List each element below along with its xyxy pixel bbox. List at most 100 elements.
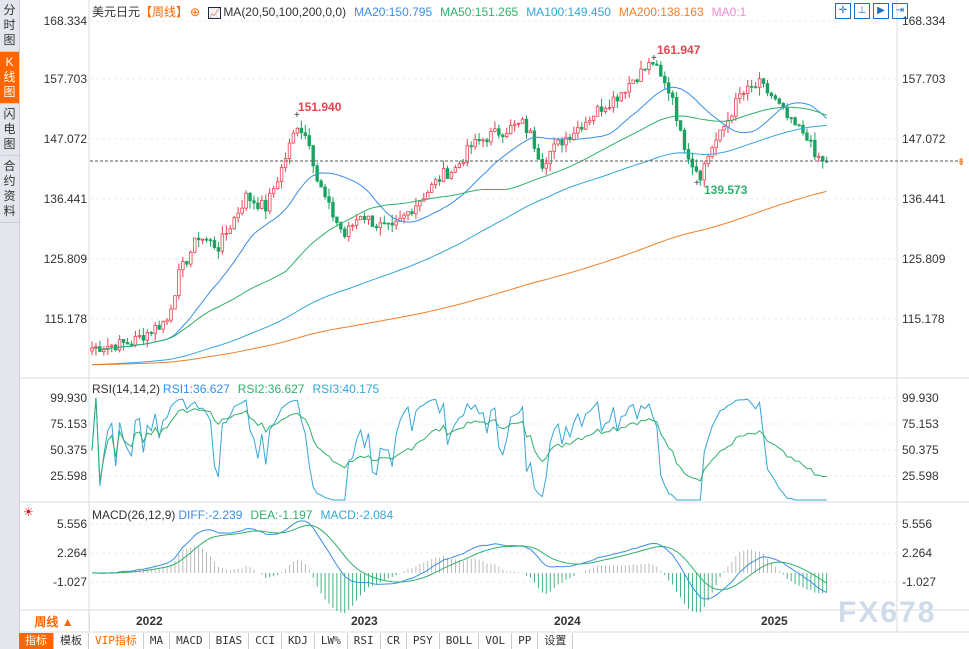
candle [595, 106, 600, 117]
candle [240, 207, 244, 214]
candle [125, 342, 130, 345]
candle [264, 199, 268, 212]
candle [248, 192, 252, 202]
candle [603, 107, 608, 112]
candle [347, 225, 351, 238]
candle [145, 332, 149, 341]
candle [433, 179, 438, 185]
candle [287, 142, 292, 160]
candle [110, 344, 114, 347]
candle [449, 171, 454, 179]
candle [686, 149, 691, 160]
candle [615, 96, 620, 102]
chart-tools: ✛ ⊥ ▶ ⇥ [835, 3, 908, 19]
indicator-tab[interactable]: CR [381, 633, 407, 649]
crosshair-icon[interactable]: ⊕ [190, 5, 201, 19]
candle [651, 62, 655, 65]
indicator-tab[interactable]: 设置 [538, 633, 574, 649]
indicator-tab[interactable]: VIP指标 [89, 633, 144, 649]
indicator-tab[interactable]: KDJ [282, 633, 315, 649]
crosshair-tool-icon[interactable]: ✛ [835, 3, 851, 19]
indicator-tab[interactable]: BOLL [440, 633, 480, 649]
candle [90, 347, 94, 352]
candle [129, 343, 134, 346]
candle [343, 228, 347, 238]
candle [627, 83, 631, 93]
candle [639, 68, 643, 83]
indicator-tab[interactable]: RSI [348, 633, 381, 649]
candle [303, 132, 307, 137]
candle [584, 121, 588, 130]
candle [121, 339, 126, 343]
candle [291, 132, 296, 144]
settings-sun-icon[interactable]: ☀ [23, 505, 34, 519]
candle [181, 261, 185, 271]
candle [670, 92, 675, 98]
candle [445, 168, 450, 179]
sidebar-tab-timeshare[interactable]: 分时图 [0, 0, 19, 52]
rsi-axis-label: 99.930 [902, 391, 939, 405]
candle [528, 130, 533, 134]
sidebar-tab-kline[interactable]: K线图 [0, 52, 19, 104]
ma20-value: MA20:150.795 [354, 5, 433, 19]
candle [252, 200, 256, 204]
candle [382, 222, 386, 225]
candle [370, 215, 375, 227]
candle [576, 126, 580, 134]
price-axis-label: 125.809 [902, 252, 946, 266]
indicator-tab[interactable]: VOL [479, 633, 513, 649]
indicator-tab[interactable]: 模板 [54, 633, 89, 649]
candle [623, 91, 627, 94]
low-marker: + [694, 178, 700, 189]
dea-line [91, 524, 827, 591]
candle [461, 162, 465, 165]
candle [508, 125, 513, 135]
indicator-tab[interactable]: CCI [249, 633, 282, 649]
candle [473, 138, 477, 148]
candle [224, 232, 228, 235]
price-axis-label: 157.703 [902, 72, 946, 86]
indicator-tab[interactable]: LW% [315, 633, 348, 649]
candle [275, 181, 280, 190]
play-icon[interactable]: ▶ [873, 3, 889, 19]
candle [560, 139, 564, 146]
indicator-tab[interactable]: PSY [407, 633, 440, 649]
indicator-tab[interactable]: MACD [170, 633, 210, 649]
candle [789, 117, 793, 120]
candle [268, 192, 272, 212]
indicator-tab[interactable]: MA [144, 633, 171, 649]
candle [682, 129, 687, 150]
sidebar-tab-contract[interactable]: 合约资料 [0, 156, 19, 223]
candle [631, 79, 635, 84]
candle [757, 78, 762, 88]
candle [137, 335, 142, 337]
indicator-tab[interactable]: BIAS [210, 633, 250, 649]
candle [256, 202, 260, 209]
rsi-axis-label: 25.598 [50, 469, 87, 483]
candle [390, 222, 394, 226]
price-axis-label: 168.334 [902, 14, 946, 28]
ma200-line [91, 190, 827, 366]
indicator-tab[interactable]: 指标 [19, 633, 54, 649]
ma0-value: MA0:1 [711, 5, 747, 19]
zoom-fit-icon[interactable]: ⊥ [854, 3, 870, 19]
candle [323, 186, 327, 198]
candle [244, 192, 248, 209]
candle [540, 158, 544, 169]
candle [331, 201, 335, 218]
candle [177, 269, 181, 297]
macd-axis-label: 2.264 [56, 546, 87, 560]
candle [793, 117, 797, 126]
goto-end-icon[interactable]: ⇥ [892, 3, 908, 19]
candle [327, 196, 331, 203]
candle [216, 247, 221, 252]
rsi-axis-label: 50.375 [50, 443, 87, 457]
indicator-tab[interactable]: PP [512, 633, 539, 649]
candle [426, 191, 430, 200]
ma-icon[interactable]: 📈 [208, 7, 222, 19]
candle [271, 188, 276, 194]
sidebar-tab-flash[interactable]: 闪电图 [0, 104, 19, 156]
candle [611, 96, 616, 108]
period-selector[interactable]: 周线 ▲ [19, 613, 90, 631]
